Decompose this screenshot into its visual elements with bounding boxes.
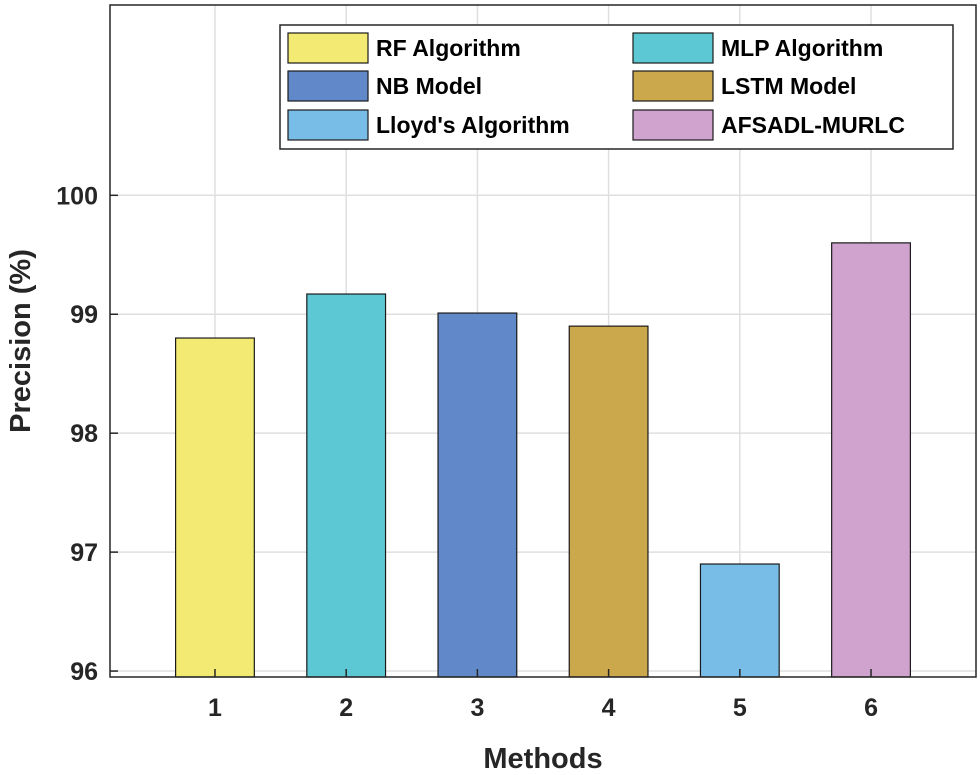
axis-ticks: 1 2 3 4 5 6 96 97 98 99 100 (56, 182, 878, 722)
x-tick-label: 5 (733, 694, 747, 722)
bar-6 (831, 242, 911, 678)
plot-area-frame (109, 4, 977, 678)
legend-swatch (632, 109, 714, 141)
bar-2 (306, 293, 387, 678)
y-tick-label: 100 (56, 182, 98, 210)
y-axis-label: Precision (%) (5, 249, 37, 433)
legend: RF Algorithm MLP Algorithm NB Model LSTM Mo… (279, 24, 954, 150)
y-tick-label: 96 (70, 658, 98, 686)
x-tick-label: 4 (602, 694, 616, 722)
bar-4 (568, 325, 649, 678)
bar-3 (437, 312, 518, 678)
x-axis-label: Methods (483, 743, 602, 775)
legend-swatch (287, 70, 369, 102)
y-tick-label: 98 (70, 420, 98, 448)
legend-swatch (287, 32, 369, 64)
legend-box (279, 24, 954, 150)
legend-label: LSTM Model (721, 73, 856, 99)
legend-label: AFSADL-MURLC (721, 112, 905, 138)
legend-swatch (287, 109, 369, 141)
bar-1 (175, 337, 255, 678)
legend-swatch (632, 70, 714, 102)
x-tick-label: 2 (339, 694, 353, 722)
y-tick-label: 99 (70, 301, 98, 329)
legend-items: RF Algorithm MLP Algorithm NB Model LSTM Mo… (287, 32, 905, 141)
x-tick-label: 3 (470, 694, 484, 722)
x-tick-label: 1 (208, 694, 222, 722)
bar-5 (699, 563, 780, 678)
legend-label: MLP Algorithm (721, 35, 883, 61)
bars (175, 242, 911, 678)
legend-label: NB Model (376, 73, 482, 99)
legend-label: Lloyd's Algorithm (376, 112, 570, 138)
legend-label: RF Algorithm (376, 35, 521, 61)
legend-swatch (632, 32, 714, 64)
y-tick-label: 97 (70, 539, 98, 567)
x-tick-label: 6 (864, 694, 878, 722)
